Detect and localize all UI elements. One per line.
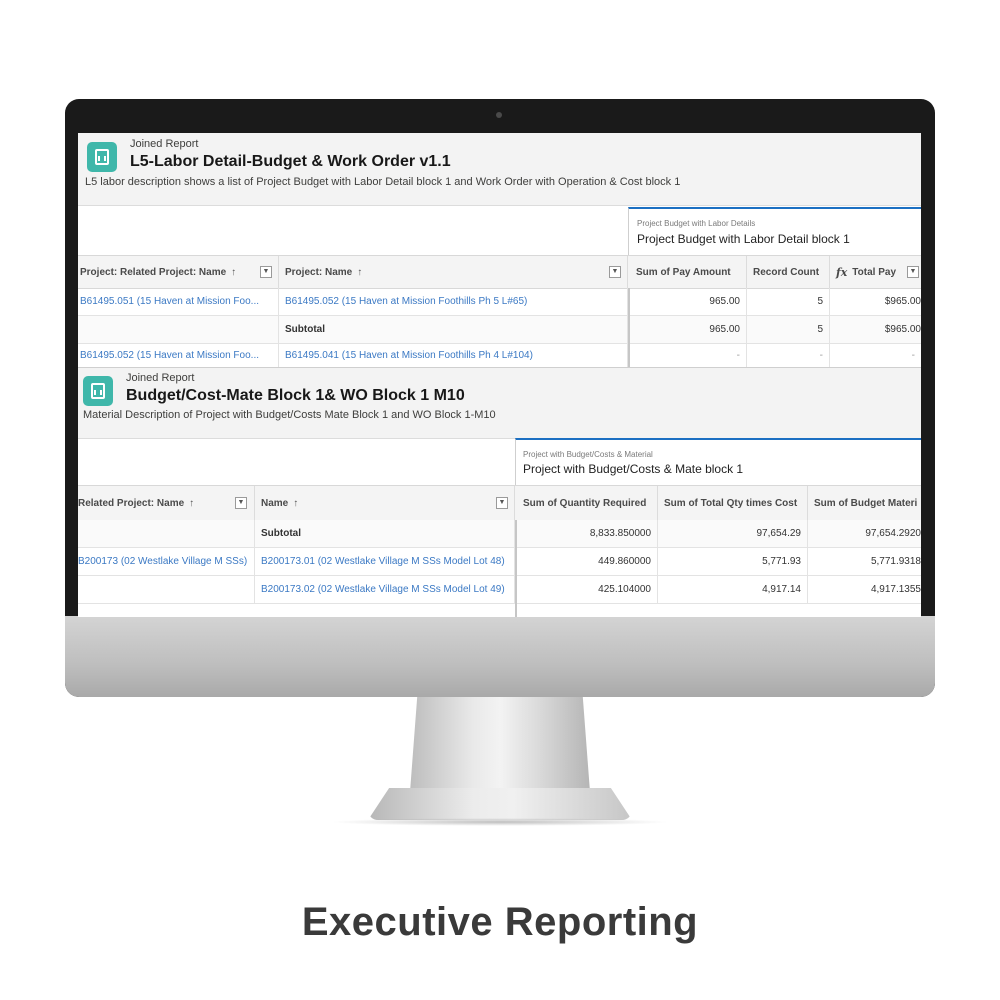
cell-related-project [78, 520, 255, 547]
column-menu-icon[interactable]: ▼ [609, 266, 621, 278]
formula-fx-icon: fx [836, 265, 848, 279]
col-header-sum-budget-material[interactable]: Sum of Budget Materi [808, 486, 921, 520]
report-card-1: Joined Report L5-Labor Detail-Budget & W… [78, 133, 921, 367]
block-group-small-label: Project with Budget/Costs & Material [523, 450, 653, 459]
report-icon [83, 376, 113, 406]
sort-arrow-icon[interactable]: ↑ [231, 266, 237, 278]
col-header-label: Total Pay [852, 266, 897, 278]
report-icon [87, 142, 117, 172]
monitor-frame: Joined Report L5-Labor Detail-Budget & W… [65, 99, 935, 697]
block-divider [515, 520, 517, 617]
column-menu-icon[interactable]: ▼ [496, 497, 508, 509]
cell-sum-pay: 965.00 [630, 288, 747, 315]
report-title[interactable]: L5-Labor Detail-Budget & Work Order v1.1 [130, 153, 451, 170]
webcam-dot [496, 112, 502, 118]
block-group-title: Project Budget with Labor Detail block 1 [637, 232, 850, 246]
cell-record-count: - [747, 344, 830, 367]
cell-related-project[interactable]: B61495.051 (15 Haven at Mission Foo... [78, 288, 279, 315]
col-header-project-name[interactable]: Project: Name ↑ ▼ [279, 256, 628, 288]
cell-project-name[interactable]: B61495.041 (15 Haven at Mission Foothill… [279, 344, 628, 367]
sort-arrow-icon[interactable]: ↑ [357, 266, 363, 278]
cell-sum-pay: 965.00 [630, 316, 747, 343]
subtotal-row: Subtotal 8,833.850000 97,654.29 97,654.2… [78, 520, 921, 548]
cell-name[interactable]: B200173.02 (02 Westlake Village M SSs Mo… [255, 576, 515, 603]
report-description: L5 labor description shows a list of Pro… [85, 176, 681, 188]
cell-related-project[interactable]: B61495.052 (15 Haven at Mission Foo... [78, 344, 279, 367]
col-header-sum-quantity[interactable]: Sum of Quantity Required [517, 486, 658, 520]
block-group-title: Project with Budget/Costs & Mate block 1 [523, 462, 744, 476]
col-header-name[interactable]: Name ↑ ▼ [255, 486, 515, 520]
col-header-label: Sum of Quantity Required [523, 497, 647, 509]
column-menu-icon[interactable]: ▼ [235, 497, 247, 509]
cell-sum-quantity: 8,833.850000 [517, 520, 658, 547]
cell-record-count: 5 [747, 288, 830, 315]
cell-sum-budget-material: 5,771.9318 [870, 556, 921, 567]
block-group-header: Project Budget with Labor Details Projec… [628, 207, 921, 256]
report-description: Material Description of Project with Bud… [83, 409, 496, 421]
col-header-label: Name [261, 497, 289, 509]
col-header-sum-total-qty-cost[interactable]: Sum of Total Qty times Cost [658, 486, 808, 520]
monitor-chin [65, 616, 935, 697]
column-menu-icon[interactable]: ▼ [260, 266, 272, 278]
col-header-label: Sum of Budget Materi [814, 497, 918, 509]
col-header-record-count[interactable]: Record Count [747, 256, 830, 288]
subtotal-row: Subtotal 965.00 5 $965.00 [78, 316, 921, 344]
report-header-1: Joined Report L5-Labor Detail-Budget & W… [78, 133, 921, 206]
cell-related-project[interactable] [78, 576, 255, 603]
cell-related-project [78, 316, 279, 343]
stand-shadow [330, 818, 670, 826]
cell-name[interactable]: B200173.01 (02 Westlake Village M SSs Mo… [255, 548, 515, 575]
sort-arrow-icon[interactable]: ↑ [189, 497, 195, 509]
block-divider [628, 288, 630, 367]
group-header-row: Project with Budget/Costs & Material Pro… [78, 438, 921, 486]
col-header-label: Related Project: Name [78, 497, 185, 509]
table-row: B61495.051 (15 Haven at Mission Foo... B… [78, 288, 921, 316]
sort-arrow-icon[interactable]: ↑ [293, 497, 299, 509]
monitor-stand-neck [410, 697, 590, 792]
cell-total-pay: - [911, 350, 915, 361]
block-group-small-label: Project Budget with Labor Details [637, 219, 756, 228]
report-kind: Joined Report [126, 372, 195, 384]
monitor-stand-base [368, 788, 632, 820]
report-title[interactable]: Budget/Cost-Mate Block 1& WO Block 1 M10 [126, 387, 465, 404]
cell-sum-total-qty-cost: 4,917.14 [658, 576, 808, 603]
table-row: B200173 (02 Westlake Village M SSs) B200… [78, 548, 921, 576]
cell-sum-budget-material: 97,654.2920 [865, 528, 921, 539]
report-header-2: Joined Report Budget/Cost-Mate Block 1& … [78, 367, 921, 439]
cell-related-project[interactable]: B200173 (02 Westlake Village M SSs) [78, 548, 255, 575]
table-row: B200173.02 (02 Westlake Village M SSs Mo… [78, 576, 921, 604]
cell-record-count: 5 [747, 316, 830, 343]
cell-sum-budget-material: 4,917.1355 [870, 584, 921, 595]
column-header-row: Project: Related Project: Name ↑ ▼ Proje… [78, 255, 921, 289]
cell-total-pay: $965.00 [884, 324, 921, 335]
col-header-related-project[interactable]: Related Project: Name ↑ ▼ [78, 486, 255, 520]
cell-subtotal-label: Subtotal [255, 520, 515, 547]
report-card-2: Joined Report Budget/Cost-Mate Block 1& … [78, 367, 921, 617]
block-group-header: Project with Budget/Costs & Material Pro… [515, 438, 921, 486]
cell-sum-pay: - [630, 344, 747, 367]
col-header-label: Project: Name [285, 266, 353, 278]
column-menu-icon[interactable]: ▼ [907, 266, 919, 278]
col-header-label: Sum of Pay Amount [636, 266, 731, 278]
caption-heading: Executive Reporting [301, 900, 699, 944]
table-row: B61495.052 (15 Haven at Mission Foo... B… [78, 344, 921, 367]
cell-project-name[interactable]: B61495.052 (15 Haven at Mission Foothill… [279, 288, 628, 315]
col-header-label: Sum of Total Qty times Cost [664, 497, 798, 509]
col-header-sum-pay[interactable]: Sum of Pay Amount [630, 256, 747, 288]
col-header-total-pay[interactable]: fx Total Pay ▼ [830, 256, 921, 288]
cell-sum-total-qty-cost: 97,654.29 [658, 520, 808, 547]
report-kind: Joined Report [130, 138, 199, 150]
cell-sum-quantity: 425.104000 [517, 576, 658, 603]
cell-subtotal-label: Subtotal [279, 316, 628, 343]
column-header-row: Related Project: Name ↑ ▼ Name ↑ ▼ Sum o… [78, 485, 921, 521]
group-header-row: Project Budget with Labor Details Projec… [78, 207, 921, 256]
col-header-label: Project: Related Project: Name [80, 266, 227, 278]
cell-sum-quantity: 449.860000 [517, 548, 658, 575]
screen: Joined Report L5-Labor Detail-Budget & W… [78, 133, 921, 617]
col-header-related-project[interactable]: Project: Related Project: Name ↑ ▼ [78, 256, 279, 288]
cell-total-pay: $965.00 [884, 296, 921, 307]
cell-sum-total-qty-cost: 5,771.93 [658, 548, 808, 575]
col-header-label: Record Count [753, 266, 820, 278]
